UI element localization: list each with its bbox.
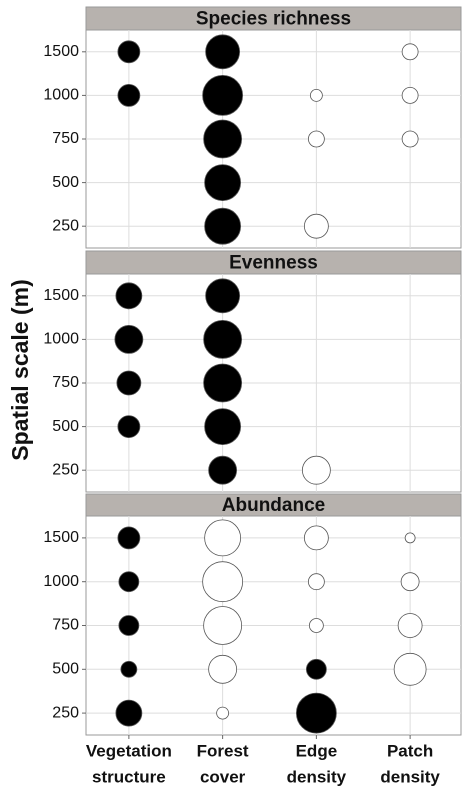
bubble xyxy=(401,87,419,104)
bubble xyxy=(305,658,327,680)
y-tick-label: 750 xyxy=(52,374,79,391)
bubble xyxy=(114,324,144,354)
x-tick-label: density xyxy=(380,767,440,786)
bubble xyxy=(203,606,243,645)
y-tick-label: 1500 xyxy=(43,43,79,60)
panel-title: Evenness xyxy=(229,253,318,274)
bubble xyxy=(204,408,242,446)
y-tick-label: 500 xyxy=(52,174,79,191)
bubble xyxy=(117,526,141,550)
bubble xyxy=(203,363,243,403)
x-tick-label: density xyxy=(287,767,347,786)
bubble xyxy=(307,130,325,148)
bubble xyxy=(117,40,141,64)
y-tick-label: 1000 xyxy=(43,331,79,348)
bubble xyxy=(204,519,242,557)
bubble xyxy=(205,278,241,314)
panel-title: Species richness xyxy=(196,9,351,30)
bubble xyxy=(117,84,141,107)
bubble xyxy=(307,573,325,591)
bubble xyxy=(303,525,329,551)
bubble xyxy=(118,615,140,636)
bubble xyxy=(301,455,331,485)
bubble xyxy=(303,213,329,239)
bubble xyxy=(397,613,423,638)
y-tick-label: 1000 xyxy=(43,87,79,104)
bubble xyxy=(118,571,140,593)
bubble xyxy=(401,43,419,61)
bubble xyxy=(401,130,419,148)
x-tick-label: Vegetation xyxy=(86,741,172,760)
y-tick-label: 500 xyxy=(52,418,79,435)
bubble xyxy=(204,207,242,245)
bubble xyxy=(216,706,230,720)
y-tick-label: 750 xyxy=(52,617,79,634)
bubble xyxy=(115,282,143,310)
bubble xyxy=(203,119,243,159)
bubble xyxy=(204,164,242,202)
y-tick-label: 250 xyxy=(52,704,79,721)
bubble xyxy=(393,652,427,686)
x-tick-label: Patch xyxy=(387,741,433,760)
y-tick-label: 500 xyxy=(52,661,79,678)
x-tick-label: Edge xyxy=(296,741,338,760)
bubble xyxy=(309,89,323,102)
y-tick-label: 250 xyxy=(52,217,79,234)
bubble xyxy=(208,455,238,485)
bubble xyxy=(117,415,141,439)
y-tick-label: 750 xyxy=(52,130,79,147)
bubble xyxy=(120,660,138,678)
y-axis-label: Spatial scale (m) xyxy=(7,279,33,461)
bubble xyxy=(208,654,238,684)
bubble xyxy=(202,75,244,116)
bubble xyxy=(205,34,241,70)
panel-title: Abundance xyxy=(222,495,325,516)
bubble xyxy=(203,319,243,359)
y-tick-label: 1500 xyxy=(43,529,79,546)
bubble xyxy=(116,370,142,396)
bubble xyxy=(400,572,420,592)
bubble xyxy=(295,692,337,734)
bubble xyxy=(308,618,324,633)
y-tick-label: 250 xyxy=(52,461,79,478)
bubble xyxy=(202,561,244,603)
bubble xyxy=(404,532,416,544)
x-tick-label: Forest xyxy=(197,741,249,760)
bubble xyxy=(115,699,143,727)
y-tick-label: 1000 xyxy=(43,573,79,590)
x-tick-label: structure xyxy=(92,767,166,786)
y-tick-label: 1500 xyxy=(43,287,79,304)
x-tick-label: cover xyxy=(200,767,246,786)
